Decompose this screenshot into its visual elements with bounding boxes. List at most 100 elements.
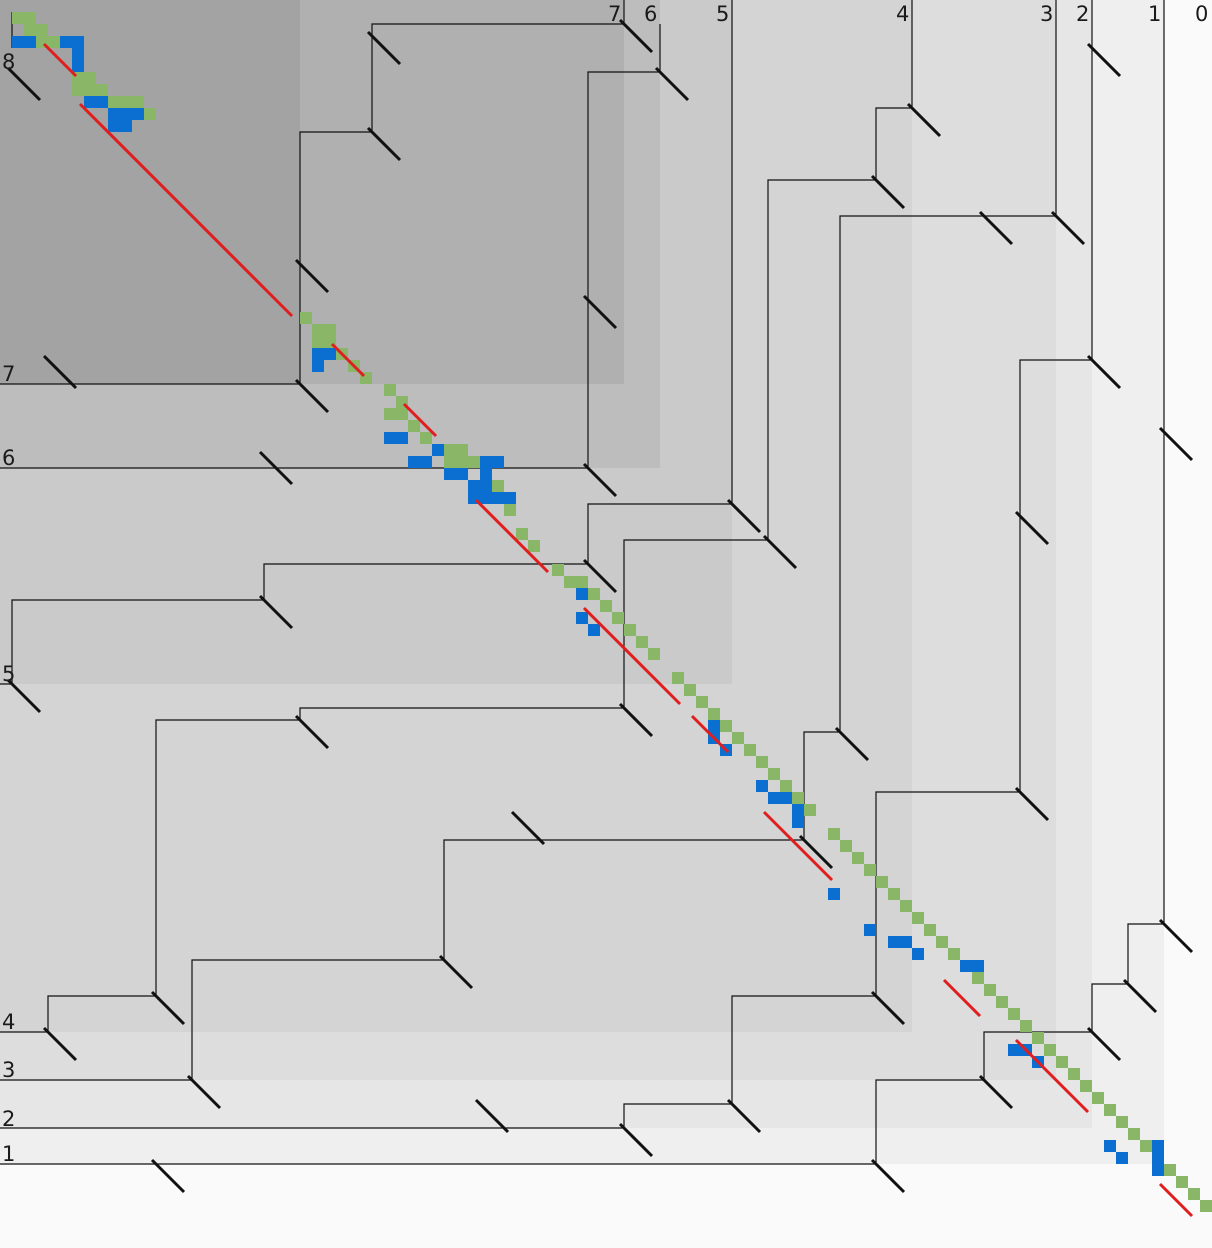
split-tick-0 [6,66,42,102]
cell-green-49 [672,672,684,684]
cell-blue-21 [480,456,492,468]
left-label-6: 6 [2,446,15,470]
cell-blue-26 [480,492,492,504]
cell-blue-2 [60,36,72,48]
cell-blue-33 [576,612,588,624]
top-label-2: 2 [1076,2,1089,26]
cell-green-87 [1140,1140,1152,1152]
cell-green-58 [780,780,792,792]
cell-blue-5 [72,60,84,72]
cell-green-28 [420,432,432,444]
cell-green-50 [684,684,696,696]
cell-green-43 [588,588,600,600]
cell-blue-46 [900,936,912,948]
cell-green-66 [888,888,900,900]
cell-green-14 [144,108,156,120]
top-label-5: 5 [716,2,729,26]
cell-green-56 [756,756,768,768]
cell-blue-44 [864,924,876,936]
split-tick-5 [906,102,942,138]
split-tick-38 [186,1074,222,1110]
cell-green-85 [1116,1116,1128,1128]
cell-blue-29 [480,480,492,492]
matrix-cells [12,12,1212,1212]
diagonal-segment-4 [474,498,550,574]
split-tick-10 [294,258,330,294]
cell-blue-45 [888,936,900,948]
cell-blue-15 [312,360,324,372]
cell-blue-23 [444,468,456,480]
split-tick-28 [1014,786,1050,822]
top-label-6: 6 [644,2,657,26]
cell-green-11 [108,96,120,108]
diagonal-segment-2 [330,342,366,378]
cell-blue-50 [1008,1044,1020,1056]
left-label-4: 4 [2,1010,15,1034]
cell-blue-1 [24,36,36,48]
cell-blue-48 [960,960,972,972]
left-label-7: 7 [2,362,15,386]
cell-green-46 [624,624,636,636]
cell-green-34 [468,456,480,468]
split-tick-21 [582,558,618,594]
cell-blue-18 [408,456,420,468]
left-label-5: 5 [2,662,15,686]
cell-green-62 [840,840,852,852]
block-outline-5 [0,0,733,685]
diagonal-segment-9 [1014,1038,1090,1114]
split-tick-20 [1014,510,1050,546]
cell-blue-53 [1104,1140,1116,1152]
split-tick-17 [1158,426,1194,462]
split-tick-30 [150,990,186,1026]
cell-green-27 [408,420,420,432]
cell-green-10 [96,84,108,96]
cell-green-30 [444,444,456,456]
cell-green-40 [552,564,564,576]
cell-green-41 [564,576,576,588]
cell-green-47 [636,636,648,648]
diagonal-segments [42,42,1194,1218]
split-tick-29 [798,834,834,870]
split-tick-22 [258,594,294,630]
split-tick-34 [978,1074,1014,1110]
cell-green-77 [1020,1020,1032,1032]
cell-green-76 [1008,1008,1020,1020]
cell-blue-19 [420,456,432,468]
left-label-2: 2 [2,1107,15,1131]
cell-blue-0 [12,36,24,48]
top-label-1: 1 [1148,2,1161,26]
cell-green-1 [24,12,36,24]
split-tick-33 [870,990,906,1026]
cell-green-75 [996,996,1008,1008]
cell-green-70 [936,936,948,948]
diagonal-segment-1 [78,102,294,318]
cell-blue-16 [384,432,396,444]
cell-green-84 [1104,1104,1116,1116]
cell-green-64 [864,864,876,876]
cell-green-59 [792,792,804,804]
cell-green-9 [84,84,96,96]
split-tick-32 [438,954,474,990]
cell-blue-57 [1152,1164,1164,1176]
split-tick-15 [258,450,294,486]
cell-green-15 [300,312,312,324]
cell-green-39 [528,540,540,552]
cell-green-0 [12,12,24,24]
split-tick-14 [1086,354,1122,390]
split-tick-36 [1122,978,1158,1014]
top-label-4: 4 [896,2,909,26]
cell-green-73 [972,972,984,984]
cell-green-90 [1176,1176,1188,1188]
block-outline-6 [0,24,661,469]
split-tick-40 [474,1098,510,1134]
cell-green-5 [48,36,60,48]
cell-blue-13 [312,348,324,360]
cell-green-71 [948,948,960,960]
cell-green-86 [1128,1128,1140,1140]
cell-green-25 [384,408,396,420]
split-tick-11 [582,294,618,330]
cell-green-57 [768,768,780,780]
cell-green-42 [576,576,588,588]
cell-blue-54 [1116,1152,1128,1164]
